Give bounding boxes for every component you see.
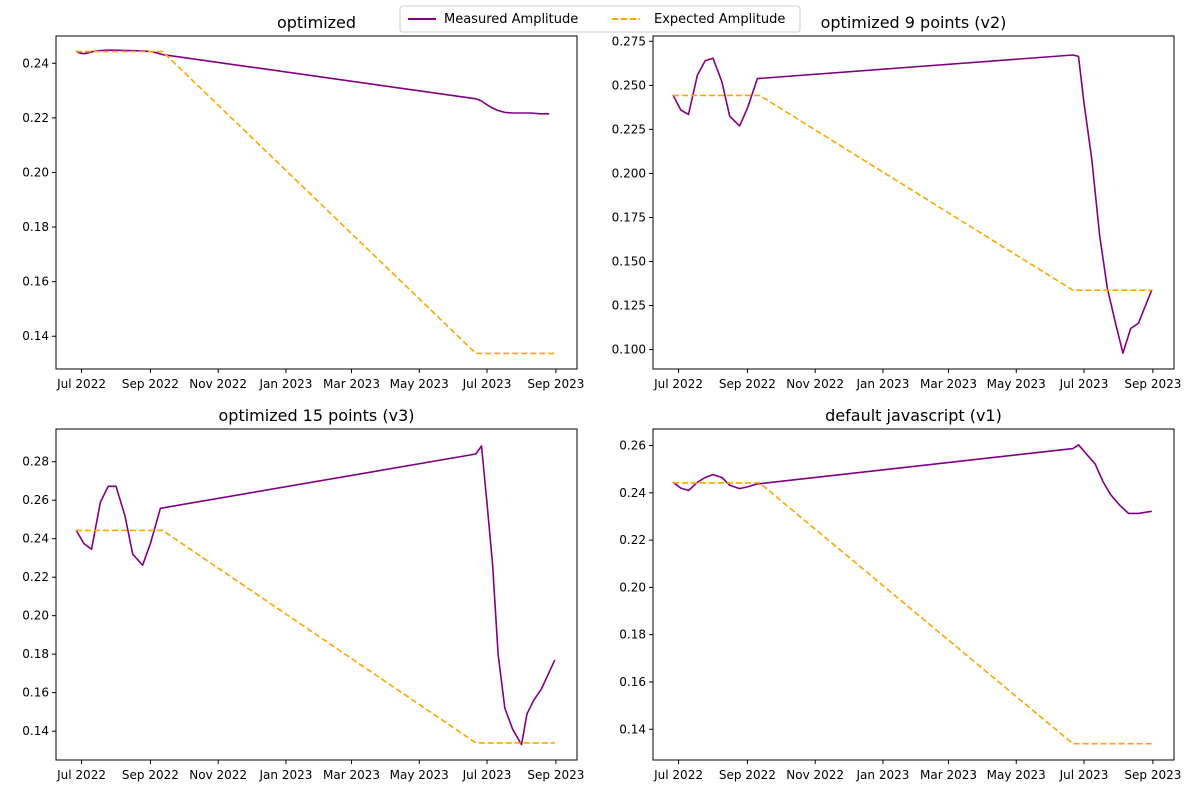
y-tick-label: 0.20 [619, 580, 646, 594]
chart-title: default javascript (v1) [825, 406, 1002, 425]
y-tick-label: 0.20 [22, 609, 49, 623]
x-tick-label: Jan 2023 [259, 377, 313, 391]
x-tick-label: May 2023 [390, 377, 449, 391]
y-tick-label: 0.22 [22, 111, 49, 125]
x-tick-label: May 2023 [987, 768, 1046, 782]
y-tick-label: 0.250 [612, 78, 646, 92]
x-tick-label: Nov 2022 [786, 768, 844, 782]
series-group [672, 54, 1153, 354]
x-tick-label: Mar 2023 [323, 377, 380, 391]
y-tick-label: 0.24 [619, 486, 646, 500]
x-tick-label: Jan 2023 [856, 768, 910, 782]
x-tick-label: Nov 2022 [786, 377, 844, 391]
series-line-measured [75, 49, 550, 115]
x-tick-label: Jan 2023 [259, 768, 313, 782]
series-line-expected [76, 50, 555, 355]
y-tick-label: 0.18 [22, 220, 49, 234]
chart-panel-1: optimized 0.14 0.16 0.18 0.20 0.22 0.24 Jul 202… [22, 13, 584, 391]
legend-frame [399, 5, 801, 33]
x-tick-label: Jul 2022 [56, 768, 106, 782]
y-tick-label: 0.150 [612, 255, 646, 269]
y-tick-label: 0.16 [22, 686, 49, 700]
axes-frame [55, 428, 578, 761]
x-tick-label: Sep 2022 [122, 768, 179, 782]
x-tick-label: Jul 2022 [653, 377, 703, 391]
x-tick-label: Jul 2023 [462, 377, 512, 391]
x-tick-label: May 2023 [987, 377, 1046, 391]
series-line-measured [75, 445, 556, 746]
y-tick-label: 0.20 [22, 165, 49, 179]
y-tick-label: 0.28 [22, 455, 49, 469]
x-tick-label: Mar 2023 [920, 377, 977, 391]
x-tick-label: Jul 2023 [1059, 768, 1109, 782]
y-tick-label: 0.125 [612, 299, 646, 313]
x-tick-label: Sep 2023 [1124, 768, 1181, 782]
chart-title: optimized 15 points (v3) [219, 406, 415, 425]
y-tick-label: 0.24 [22, 532, 49, 546]
y-tick-label: 0.200 [612, 166, 646, 180]
series-line-measured [672, 54, 1153, 354]
series-line-expected [76, 529, 555, 744]
x-tick-label: Sep 2022 [719, 768, 776, 782]
series-line-expected [673, 482, 1152, 745]
axes-frame [55, 35, 578, 370]
y-tick-label: 0.225 [612, 122, 646, 136]
x-tick-label: Jul 2022 [56, 377, 106, 391]
x-tick-label: Nov 2022 [189, 377, 247, 391]
legend-label-expected: Expected Amplitude [654, 12, 785, 27]
y-tick-label: 0.22 [22, 570, 49, 584]
legend-label-measured: Measured Amplitude [444, 12, 578, 27]
series-line-measured [672, 443, 1152, 515]
axes-frame [652, 35, 1175, 370]
y-tick-label: 0.275 [612, 34, 646, 48]
x-tick-label: Mar 2023 [920, 768, 977, 782]
axes-frame [652, 428, 1175, 761]
y-tick-label: 0.14 [619, 722, 646, 736]
y-tick-label: 0.14 [22, 329, 49, 343]
x-tick-label: Jan 2023 [856, 377, 910, 391]
y-tick-label: 0.16 [619, 675, 646, 689]
x-tick-label: Sep 2023 [1124, 377, 1181, 391]
y-tick-label: 0.18 [619, 628, 646, 642]
y-tick-label: 0.16 [22, 275, 49, 289]
y-tick-label: 0.100 [612, 343, 646, 357]
series-line-expected [673, 94, 1152, 292]
series-group [75, 49, 555, 355]
x-tick-label: Sep 2023 [527, 768, 584, 782]
x-tick-label: Jul 2023 [1059, 377, 1109, 391]
y-tick-label: 0.26 [22, 493, 49, 507]
chart-title: optimized 9 points (v2) [821, 13, 1007, 32]
chart-panel-3: optimized 15 points (v3) 0.14 0.16 0.18 0.20… [22, 406, 584, 782]
series-group [75, 445, 556, 746]
legend: Measured Amplitude Expected Amplitude [399, 5, 801, 33]
y-tick-label: 0.175 [612, 210, 646, 224]
chart-title: optimized [277, 13, 356, 32]
x-tick-label: Sep 2023 [527, 377, 584, 391]
y-tick-label: 0.18 [22, 647, 49, 661]
x-tick-label: May 2023 [390, 768, 449, 782]
x-tick-label: Nov 2022 [189, 768, 247, 782]
x-tick-label: Sep 2022 [719, 377, 776, 391]
x-tick-label: Sep 2022 [122, 377, 179, 391]
x-tick-label: Mar 2023 [323, 768, 380, 782]
series-group [672, 443, 1152, 745]
x-tick-label: Jul 2023 [462, 768, 512, 782]
y-tick-label: 0.24 [22, 56, 49, 70]
chart-panel-4: default javascript (v1) 0.14 0.16 0.18 0.20 0… [619, 406, 1181, 782]
chart-panel-2: optimized 9 points (v2) 0.100 0.125 0.150 0.… [612, 13, 1182, 391]
x-tick-label: Jul 2022 [653, 768, 703, 782]
y-tick-label: 0.26 [619, 439, 646, 453]
y-tick-label: 0.14 [22, 724, 49, 738]
y-tick-label: 0.22 [619, 533, 646, 547]
